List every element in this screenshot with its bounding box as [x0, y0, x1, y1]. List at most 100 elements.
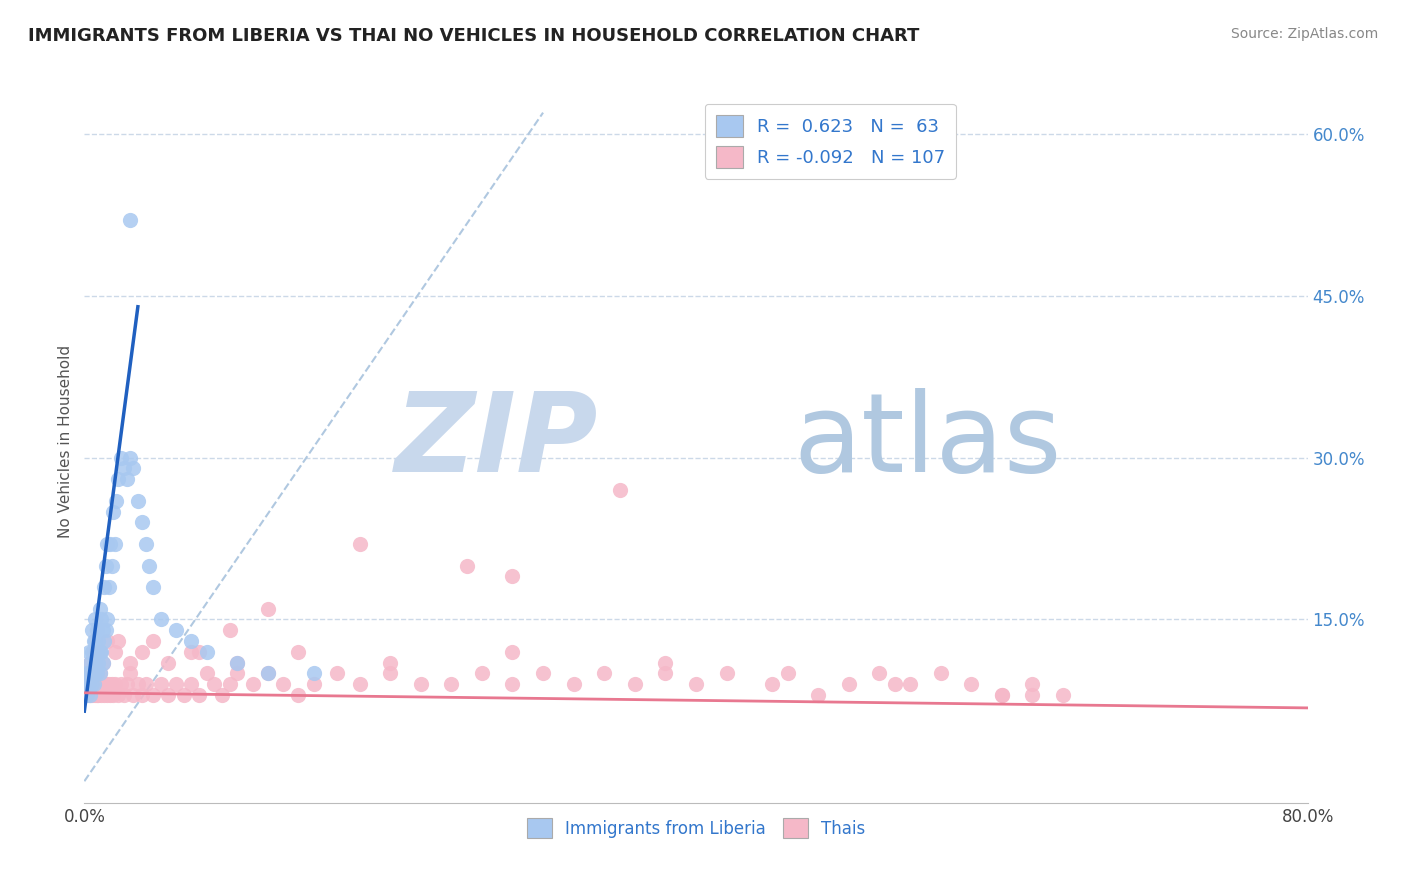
Point: [180, 677, 202, 691]
Point: [1052, 688, 1074, 702]
Point: [79, 677, 101, 691]
Point: [502, 645, 524, 659]
Point: [456, 558, 478, 573]
Point: [94, 677, 117, 691]
Point: [98, 537, 121, 551]
Point: [761, 677, 783, 691]
Point: [883, 677, 905, 691]
Point: [180, 645, 202, 659]
Point: [84, 666, 107, 681]
Point: [898, 677, 921, 691]
Point: [86, 624, 108, 638]
Point: [84, 688, 107, 702]
Point: [257, 666, 280, 681]
Point: [97, 677, 120, 691]
Point: [287, 688, 309, 702]
Point: [226, 666, 249, 681]
Point: [991, 688, 1014, 702]
Point: [91, 656, 114, 670]
Point: [654, 656, 676, 670]
Point: [142, 580, 165, 594]
Point: [101, 677, 124, 691]
Point: [86, 666, 108, 681]
Point: [104, 677, 127, 691]
Point: [188, 688, 211, 702]
Point: [120, 666, 142, 681]
Point: [105, 493, 128, 508]
Point: [79, 688, 101, 702]
Point: [76, 666, 98, 681]
Point: [96, 612, 118, 626]
Point: [80, 688, 103, 702]
Point: [120, 213, 142, 227]
Point: [80, 645, 103, 659]
Point: [142, 688, 165, 702]
Point: [104, 645, 127, 659]
Point: [80, 624, 103, 638]
Point: [120, 450, 142, 465]
Point: [302, 677, 325, 691]
Point: [96, 688, 118, 702]
Point: [142, 634, 165, 648]
Point: [87, 656, 110, 670]
Point: [76, 688, 98, 702]
Point: [115, 677, 138, 691]
Point: [173, 688, 195, 702]
Point: [157, 656, 180, 670]
Point: [89, 666, 111, 681]
Point: [138, 558, 160, 573]
Point: [440, 677, 463, 691]
Point: [77, 666, 100, 681]
Point: [654, 666, 676, 681]
Point: [135, 537, 157, 551]
Point: [97, 580, 120, 594]
Point: [149, 677, 172, 691]
Point: [685, 677, 707, 691]
Point: [79, 656, 101, 670]
Point: [122, 461, 145, 475]
Point: [83, 666, 105, 681]
Point: [90, 688, 112, 702]
Point: [93, 688, 115, 702]
Point: [107, 634, 129, 648]
Point: [271, 677, 294, 691]
Point: [1021, 688, 1043, 702]
Point: [89, 645, 111, 659]
Point: [149, 612, 172, 626]
Text: IMMIGRANTS FROM LIBERIA VS THAI NO VEHICLES IN HOUSEHOLD CORRELATION CHART: IMMIGRANTS FROM LIBERIA VS THAI NO VEHIC…: [28, 27, 920, 45]
Point: [562, 677, 585, 691]
Point: [131, 516, 153, 530]
Point: [202, 677, 225, 691]
Point: [104, 537, 127, 551]
Point: [531, 666, 554, 681]
Point: [77, 666, 100, 681]
Point: [83, 677, 105, 691]
Point: [165, 677, 187, 691]
Point: [86, 688, 108, 702]
Y-axis label: No Vehicles in Household: No Vehicles in Household: [58, 345, 73, 538]
Point: [929, 666, 952, 681]
Point: [90, 645, 112, 659]
Point: [89, 645, 111, 659]
Point: [349, 677, 371, 691]
Point: [257, 666, 280, 681]
Point: [87, 688, 110, 702]
Point: [80, 677, 103, 691]
Point: [112, 461, 135, 475]
Point: [80, 666, 103, 681]
Point: [242, 677, 264, 691]
Point: [103, 688, 125, 702]
Point: [471, 666, 494, 681]
Point: [94, 624, 117, 638]
Point: [593, 666, 616, 681]
Point: [960, 677, 983, 691]
Point: [287, 645, 309, 659]
Point: [195, 645, 218, 659]
Point: [302, 666, 325, 681]
Point: [90, 612, 112, 626]
Point: [195, 666, 218, 681]
Point: [89, 601, 111, 615]
Point: [624, 677, 647, 691]
Point: [91, 656, 114, 670]
Point: [135, 677, 157, 691]
